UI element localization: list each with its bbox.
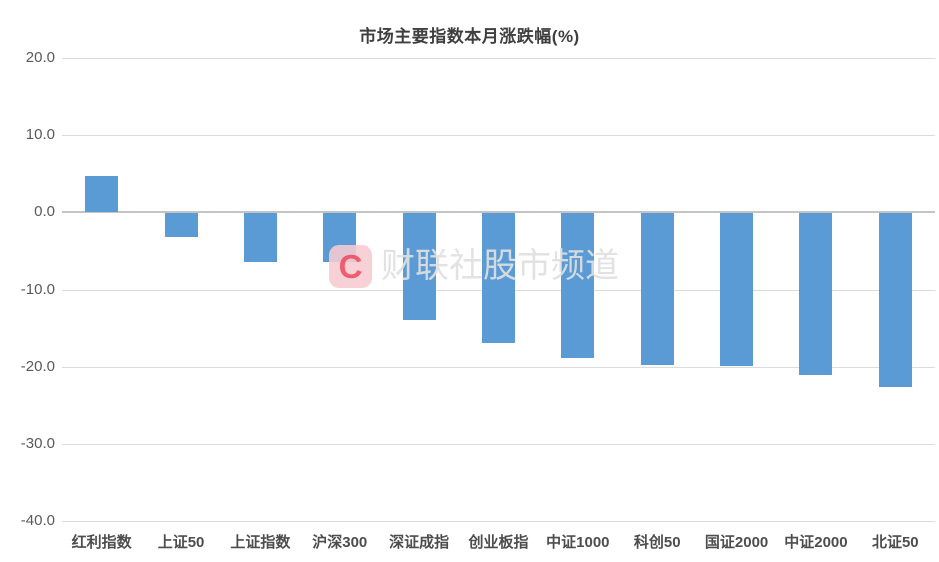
gridline (62, 58, 935, 59)
gridline (62, 443, 935, 445)
y-axis-tick-label: 0.0 (34, 203, 55, 221)
bar-科创50 (640, 213, 674, 365)
x-axis-category-label: 北证50 (871, 534, 919, 551)
x-axis-category-label: 深证成指 (389, 534, 450, 551)
x-axis-category-label: 中证2000 (784, 534, 848, 551)
zero-axis-line (62, 211, 935, 214)
bar-创业板指 (482, 213, 515, 343)
bar-中证1000 (561, 213, 595, 358)
chart-title: 市场主要指数本月涨跌幅(%) (359, 27, 580, 46)
y-axis-tick-label: -20.0 (20, 357, 55, 375)
bar-国证2000 (720, 213, 754, 367)
x-axis-category-label: 上证指数 (230, 534, 291, 551)
gridline (62, 135, 935, 137)
gridline (62, 366, 935, 368)
bar-红利指数 (85, 176, 119, 213)
y-axis-tick-label: -10.0 (20, 280, 55, 298)
bar-沪深300 (323, 213, 357, 262)
x-axis-category-label: 国证2000 (704, 534, 769, 551)
x-axis-category-label: 创业板指 (468, 534, 529, 551)
y-axis-tick-label: -40.0 (20, 512, 55, 529)
bar-北证50 (878, 213, 912, 387)
x-axis-category-label: 沪深300 (312, 534, 368, 551)
bar-中证2000 (799, 213, 833, 376)
bar-上证指数 (243, 213, 277, 262)
gridline (62, 521, 935, 522)
x-axis-category-label: 红利指数 (71, 534, 132, 551)
y-axis-tick-label: -30.0 (20, 434, 55, 452)
x-axis-category-label: 上证50 (157, 534, 205, 551)
y-axis-tick-label: 10.0 (25, 126, 55, 144)
y-axis-tick-label: 20.0 (25, 49, 55, 66)
x-axis-category-label: 中证1000 (546, 534, 610, 551)
bar-深证成指 (402, 213, 436, 320)
x-axis-category-label: 科创50 (633, 534, 681, 551)
bar-上证50 (164, 213, 198, 238)
